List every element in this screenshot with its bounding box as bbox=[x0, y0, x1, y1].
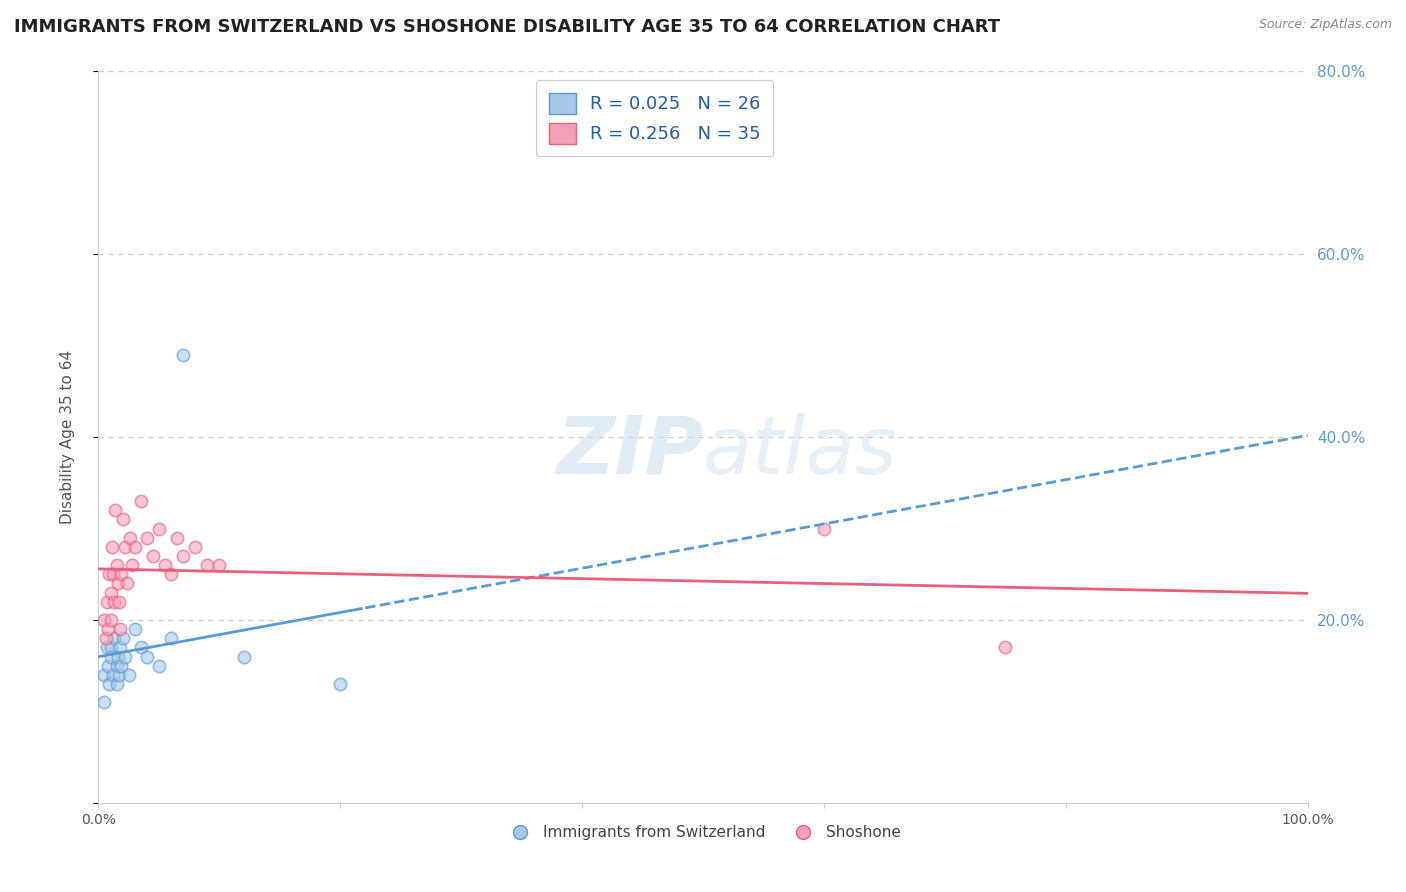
Point bbox=[108, 667, 131, 681]
Point bbox=[813, 521, 835, 535]
Point bbox=[105, 677, 128, 691]
Text: atlas: atlas bbox=[703, 413, 898, 491]
Point bbox=[142, 549, 165, 563]
Point bbox=[148, 658, 170, 673]
Point bbox=[124, 622, 146, 636]
Point bbox=[96, 594, 118, 608]
Point bbox=[101, 567, 124, 582]
Point bbox=[93, 695, 115, 709]
Point bbox=[232, 649, 254, 664]
Point bbox=[124, 540, 146, 554]
Point bbox=[172, 348, 194, 362]
Point bbox=[98, 677, 121, 691]
Point bbox=[107, 576, 129, 591]
Point bbox=[93, 667, 115, 681]
Point bbox=[97, 622, 120, 636]
Point bbox=[172, 549, 194, 563]
Point bbox=[100, 649, 122, 664]
Point bbox=[111, 512, 134, 526]
Point bbox=[104, 503, 127, 517]
Point bbox=[103, 594, 125, 608]
Text: ZIP: ZIP bbox=[555, 413, 703, 491]
Point bbox=[129, 494, 152, 508]
Text: Source: ZipAtlas.com: Source: ZipAtlas.com bbox=[1258, 18, 1392, 31]
Point bbox=[329, 677, 352, 691]
Point bbox=[114, 649, 136, 664]
Point bbox=[195, 558, 218, 573]
Point bbox=[166, 531, 188, 545]
Point bbox=[110, 567, 132, 582]
Point bbox=[135, 531, 157, 545]
Point bbox=[148, 521, 170, 535]
Point bbox=[108, 640, 131, 655]
Point bbox=[108, 622, 131, 636]
Point bbox=[121, 558, 143, 573]
Point bbox=[118, 667, 141, 681]
Point bbox=[160, 567, 183, 582]
Point bbox=[208, 558, 231, 573]
Point bbox=[118, 531, 141, 545]
Point bbox=[994, 640, 1017, 655]
Point bbox=[153, 558, 176, 573]
Point bbox=[110, 658, 132, 673]
Point bbox=[105, 658, 128, 673]
Point bbox=[98, 567, 121, 582]
Point bbox=[100, 640, 122, 655]
Point bbox=[96, 640, 118, 655]
Point bbox=[100, 585, 122, 599]
Point bbox=[108, 594, 131, 608]
Point bbox=[97, 658, 120, 673]
Point bbox=[103, 632, 125, 646]
Point bbox=[135, 649, 157, 664]
Point bbox=[114, 540, 136, 554]
Point bbox=[100, 540, 122, 554]
Point bbox=[117, 576, 139, 591]
Point bbox=[93, 613, 115, 627]
Text: IMMIGRANTS FROM SWITZERLAND VS SHOSHONE DISABILITY AGE 35 TO 64 CORRELATION CHAR: IMMIGRANTS FROM SWITZERLAND VS SHOSHONE … bbox=[14, 18, 1000, 36]
Point bbox=[100, 613, 122, 627]
Point bbox=[129, 640, 152, 655]
Legend: Immigrants from Switzerland, Shoshone: Immigrants from Switzerland, Shoshone bbox=[499, 819, 907, 847]
Point bbox=[94, 632, 117, 646]
Point bbox=[184, 540, 207, 554]
Point bbox=[105, 558, 128, 573]
Point bbox=[107, 649, 129, 664]
Point bbox=[101, 667, 124, 681]
Point bbox=[160, 632, 183, 646]
Y-axis label: Disability Age 35 to 64: Disability Age 35 to 64 bbox=[60, 350, 75, 524]
Point bbox=[111, 632, 134, 646]
